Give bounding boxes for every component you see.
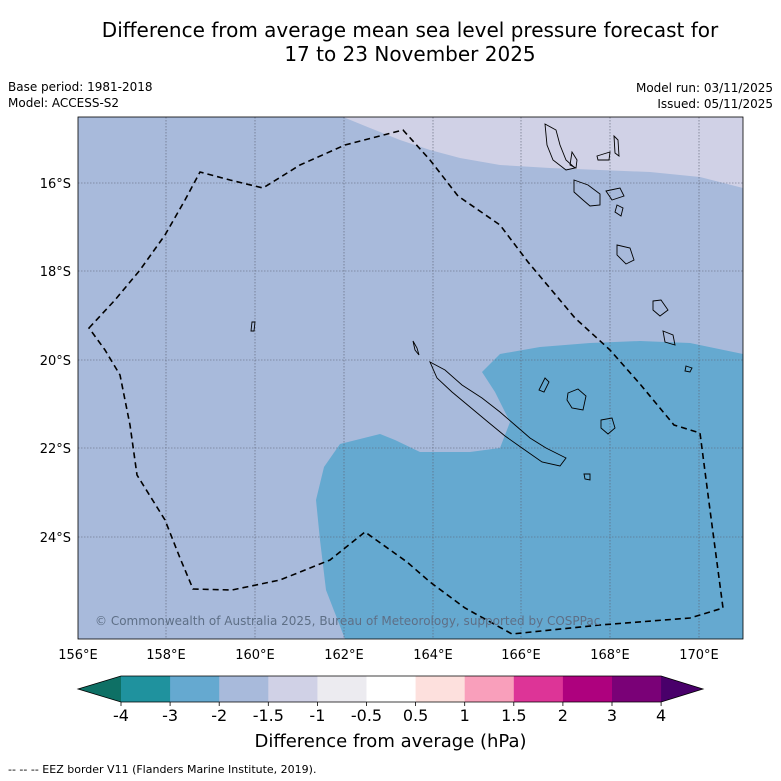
belep-islands: [412, 340, 420, 356]
map-area: [78, 117, 743, 639]
colorbar-extend-max: [661, 676, 703, 702]
lat-label: 24°S: [40, 531, 71, 546]
eez-footnote: -- -- -- EEZ border V11 (Flanders Marine…: [8, 763, 317, 776]
colorbar-segment: [415, 676, 466, 702]
colorbar-segment: [219, 676, 269, 702]
colorbar-segment: [121, 676, 171, 702]
lat-axis: 16°S 18°S 20°S 22°S 24°S: [40, 177, 71, 546]
title-line-2: 17 to 23 November 2025: [284, 42, 536, 66]
colorbar-tick-label: 1.5: [501, 706, 526, 725]
lon-label: 158°E: [146, 648, 186, 663]
colorbar-segment: [464, 676, 515, 702]
colorbar-extend-min: [78, 676, 121, 702]
colorbar-tick-label: 4: [656, 706, 666, 725]
vanuatu-islands: [544, 123, 693, 373]
colorbar-tick-label: -4: [113, 706, 129, 725]
lat-label: 16°S: [40, 177, 71, 192]
model-run: Model run: 03/11/2025: [635, 81, 773, 95]
colorbar-segment: [612, 676, 662, 702]
colorbar: -4 -3 -2 -1.5 -1 -0.5 0.5 1 1.5 2 3 4: [76, 675, 705, 725]
colorbar-segment: [366, 676, 417, 702]
colorbar-tick-label: -1.5: [253, 706, 284, 725]
isle-of-pines: [583, 473, 591, 481]
colorbar-tick-label: -0.5: [351, 706, 382, 725]
colorbar-tick-label: 0.5: [403, 706, 428, 725]
lat-label: 20°S: [40, 354, 71, 369]
gridlines: [78, 117, 743, 639]
issued-date: Issued: 05/11/2025: [657, 97, 773, 111]
lon-label: 160°E: [235, 648, 275, 663]
colorbar-tick-label: -2: [211, 706, 227, 725]
colorbar-tick-label: 1: [460, 706, 470, 725]
eez-border: [87, 129, 724, 635]
lon-label: 166°E: [501, 648, 541, 663]
anomaly-field-minus1-5: [343, 117, 743, 188]
colorbar-label: Difference from average (hPa): [254, 731, 527, 752]
coral-sea-islet-1: [250, 321, 256, 332]
colorbar-segment: [170, 676, 220, 702]
meta-left: Base period: 1981-2018 Model: ACCESS-S2: [8, 79, 153, 111]
base-period: Base period: 1981-2018: [8, 80, 153, 94]
colorbar-tick-label: -1: [309, 706, 325, 725]
mare-island: [600, 417, 616, 435]
colorbar-segment: [268, 676, 318, 702]
meta-right: Model run: 03/11/2025 Issued: 05/11/2025: [636, 80, 773, 112]
copyright-notice: © Commonwealth of Australia 2025, Bureau…: [95, 614, 601, 628]
colorbar-segment: [513, 676, 564, 702]
colorbar-tick-label: -3: [162, 706, 178, 725]
lon-label: 170°E: [679, 648, 719, 663]
anomaly-field-minus3: [316, 341, 743, 639]
title-line-1: Difference from average mean sea level p…: [101, 18, 719, 42]
lon-label: 164°E: [413, 648, 453, 663]
lon-label: 162°E: [324, 648, 364, 663]
model-name: Model: ACCESS-S2: [8, 96, 120, 110]
colorbar-segment: [562, 676, 613, 702]
chart-title: Difference from average mean sea level p…: [40, 18, 780, 66]
lon-label: 168°E: [590, 648, 630, 663]
lon-axis: 156°E 158°E 160°E 162°E 164°E 166°E 168°…: [58, 648, 719, 663]
ouvea-island: [538, 377, 550, 393]
lat-label: 22°S: [40, 442, 71, 457]
lon-label: 156°E: [58, 648, 98, 663]
lifou-island: [566, 388, 587, 411]
colorbar-tick-label: 3: [607, 706, 617, 725]
colorbar-tick-label: 2: [558, 706, 568, 725]
colorbar-segment: [317, 676, 367, 702]
map-frame: [77, 116, 744, 640]
lat-label: 18°S: [40, 265, 71, 280]
new-caledonia-island: [429, 360, 567, 467]
